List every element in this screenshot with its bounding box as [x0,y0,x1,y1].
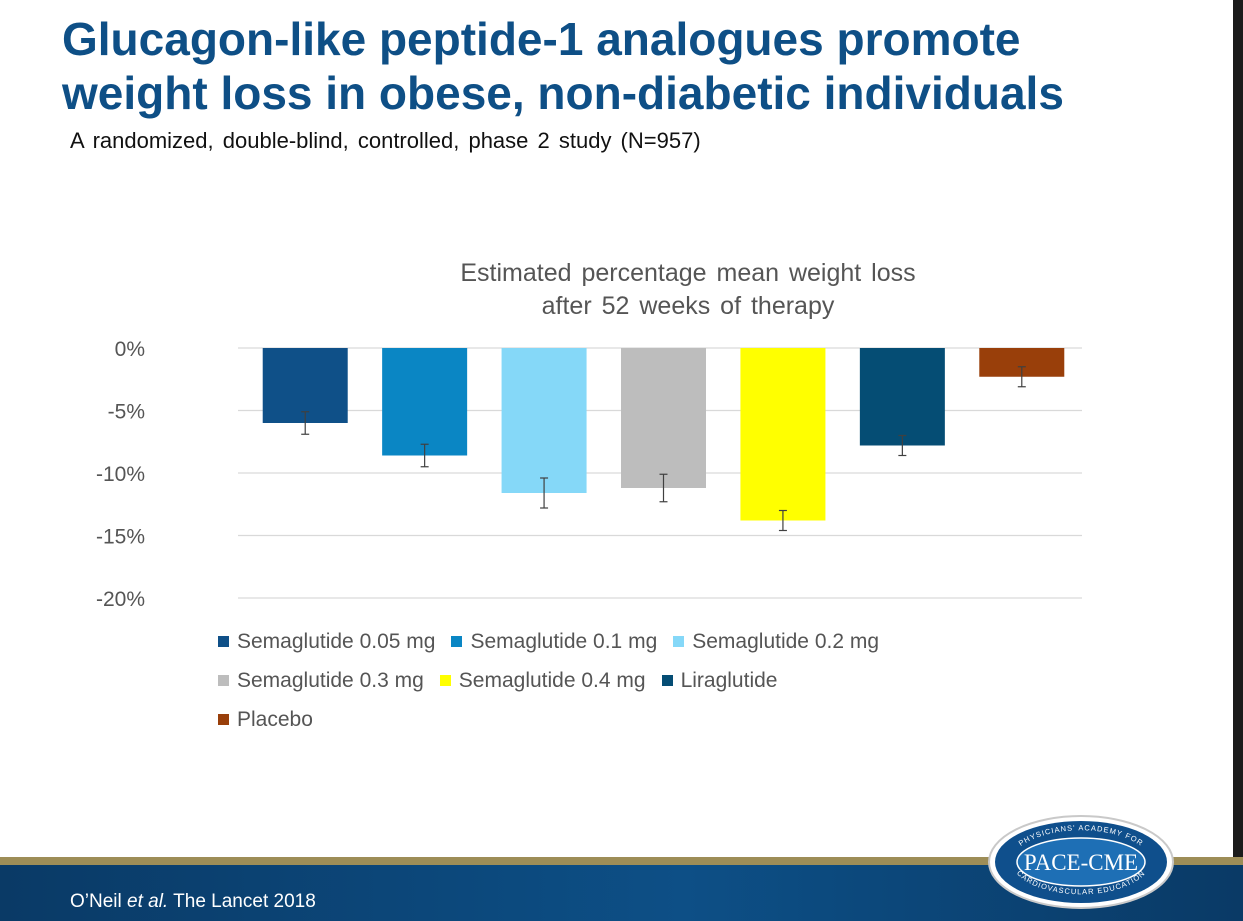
citation-rest: The Lancet 2018 [168,891,316,912]
legend-swatch [218,675,229,686]
y-tick-label: -10% [96,463,145,486]
legend-swatch [218,714,229,725]
y-tick-label: -20% [96,588,145,611]
legend-label: Liraglutide [680,668,778,692]
slide-subtitle: A randomized, double-blind, controlled, … [70,128,701,153]
legend-item: Semaglutide 0.05 mg [218,630,435,654]
legend-label: Placebo [237,707,313,731]
legend-swatch [451,636,463,647]
legend-label: Semaglutide 0.3 mg [237,668,424,692]
bar [621,348,706,488]
legend-label: Semaglutide 0.1 mg [470,629,658,653]
pace-cme-logo: PHYSICIANS' ACADEMY FOR CARDIOVASCULAR E… [988,815,1174,909]
chart-title-line-1: Estimated percentage mean weight loss [460,259,916,287]
legend-row: Semaglutide 0.05 mg Semaglutide 0.1 mg Sem… [218,622,978,661]
chart-legend: Semaglutide 0.05 mg Semaglutide 0.1 mg Sem… [218,622,978,739]
slide-title-line-2: weight loss in obese, non-diabetic indiv… [62,67,1064,119]
legend-swatch [218,636,229,647]
y-tick-label: -15% [96,526,145,549]
legend-row: Semaglutide 0.3 mg Semaglutide 0.4 mg Lira… [218,661,978,700]
legend-item: Placebo [218,708,313,732]
bar [859,348,945,446]
legend-item: Semaglutide 0.4 mg [439,668,646,693]
footer-rule [0,857,1243,865]
logo-text: PACE-CME [1024,850,1138,875]
legend-item: Liraglutide [661,668,778,693]
legend-item: Semaglutide 0.1 mg [451,630,657,654]
legend-label: Semaglutide 0.4 mg [458,668,646,692]
citation-author: O’Neil [70,891,128,912]
legend-swatch [439,675,451,686]
legend-row: Placebo [218,700,978,739]
legend-item: Semaglutide 0.3 mg [218,669,424,693]
bar [740,348,826,521]
legend-swatch [673,636,685,647]
legend-swatch [661,675,673,686]
bar [501,348,587,493]
citation-etal: et al. [127,891,169,912]
bar [262,348,348,423]
footer-citation: O’Neil et al. The Lancet 2018 [70,891,316,913]
chart-title-line-2: after 52 weeks of therapy [541,292,835,320]
legend-label: Semaglutide 0.05 mg [237,629,436,653]
legend-label: Semaglutide 0.2 mg [692,629,880,653]
bar [382,348,468,456]
y-tick-label: -5% [108,401,145,424]
y-tick-label: 0% [115,338,145,361]
legend-item: Semaglutide 0.2 mg [673,630,879,654]
slide-title-line-1: Glucagon-like peptide-1 analogues promot… [62,13,1021,65]
slide-title: Glucagon-like peptide-1 analogues promot… [62,12,1232,120]
slide-right-edge [1233,0,1243,921]
